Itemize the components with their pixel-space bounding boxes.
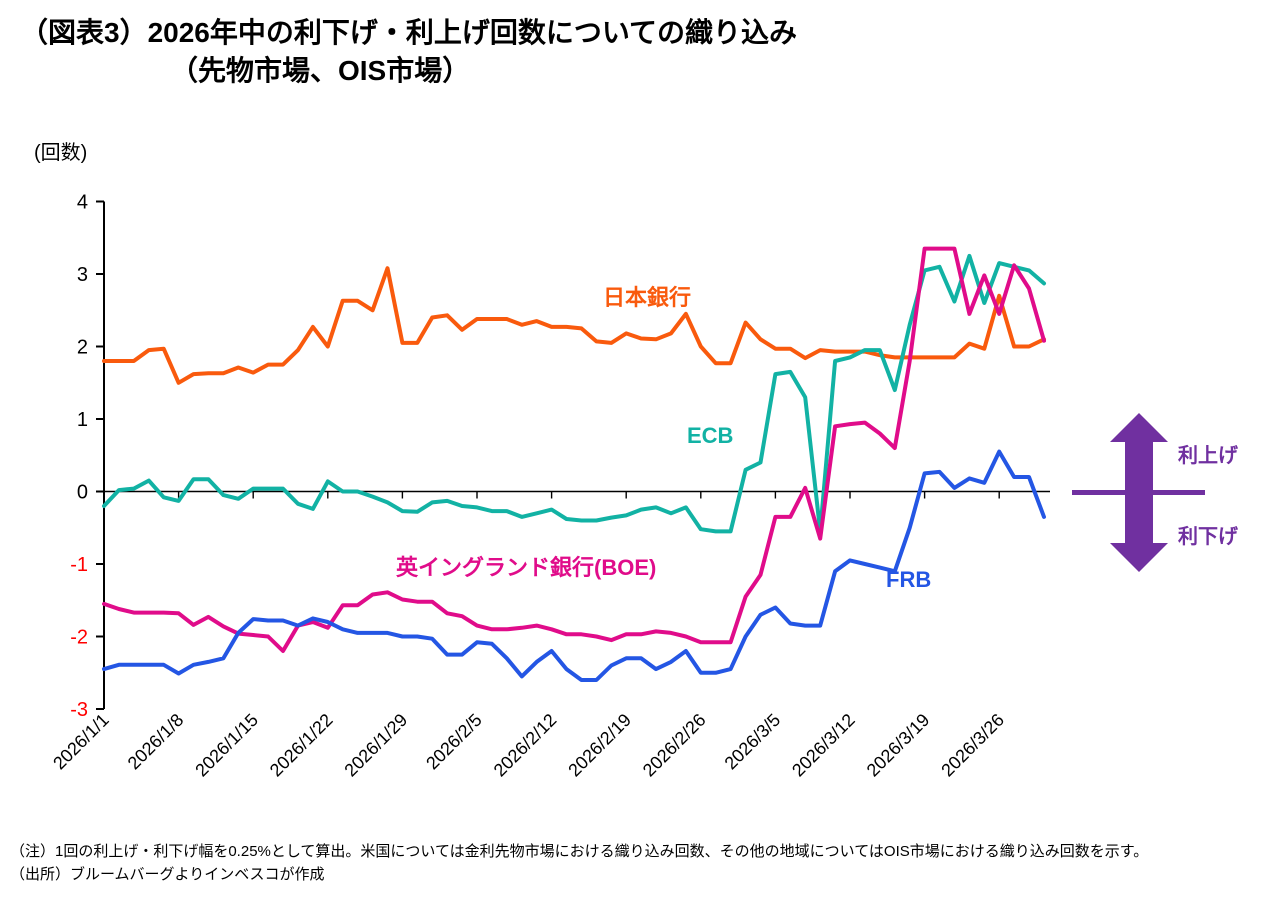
series-line-ecb bbox=[102, 253, 1046, 534]
x-axis-tick-label: 2026/3/19 bbox=[863, 710, 934, 781]
source-line: （出所）ブルームバーグよりインベスコが作成 bbox=[10, 866, 325, 883]
x-axis-tick-label: 2026/3/5 bbox=[721, 710, 785, 774]
y-axis-tick-label: 4 bbox=[77, 192, 88, 214]
x-axis-tick-label: 2026/3/12 bbox=[788, 710, 859, 781]
x-axis-tick-label: 2026/1/22 bbox=[266, 710, 337, 781]
series-label-boj: 日本銀行 bbox=[603, 285, 691, 310]
x-axis-tick-label: 2026/2/5 bbox=[422, 710, 486, 774]
y-axis-unit-label: (回数) bbox=[34, 142, 88, 164]
series-label-ecb: ECB bbox=[687, 423, 733, 448]
y-axis-tick-label: 3 bbox=[77, 264, 88, 286]
x-axis-tick-label: 2026/1/15 bbox=[191, 710, 262, 781]
series-line-frb bbox=[102, 449, 1046, 682]
chart-title-line2: （先物市場、OIS市場） bbox=[170, 55, 471, 86]
series-line-boj bbox=[102, 266, 1046, 385]
y-axis-tick-label: 0 bbox=[77, 482, 88, 504]
x-axis-tick-label: 2026/2/26 bbox=[639, 710, 710, 781]
series-line-boe bbox=[102, 246, 1046, 653]
up-down-arrow-icon bbox=[1110, 413, 1168, 572]
chart-title-line1: （図表3）2026年中の利下げ・利上げ回数についての織り込み bbox=[20, 17, 798, 48]
x-axis-tick-label: 2026/1/8 bbox=[124, 710, 188, 774]
note-line: （注）1回の利上げ・利下げ幅を0.25%として算出。米国については金利先物市場に… bbox=[10, 843, 1149, 860]
series-label-boe: 英イングランド銀行(BOE) bbox=[396, 555, 656, 580]
x-axis-tick-label: 2026/2/12 bbox=[490, 710, 561, 781]
y-axis-tick-label: 1 bbox=[77, 409, 88, 431]
footnotes: （注）1回の利上げ・利下げ幅を0.25%として算出。米国については金利先物市場に… bbox=[10, 840, 1276, 886]
y-axis-tick-label: -1 bbox=[70, 554, 88, 576]
x-axis-tick-label: 2026/1/29 bbox=[340, 710, 411, 781]
y-axis-tick-label: 2 bbox=[77, 337, 88, 359]
x-axis-tick-label: 2026/3/26 bbox=[937, 710, 1008, 781]
y-axis-tick-label: -2 bbox=[70, 627, 88, 649]
rate-cut-label: 利下げ bbox=[1178, 525, 1239, 548]
chart-title: （図表3）2026年中の利下げ・利上げ回数についての織り込み （先物市場、OIS… bbox=[20, 14, 797, 90]
series-label-frb: FRB bbox=[886, 567, 931, 592]
x-axis-tick-label: 2026/2/19 bbox=[564, 710, 635, 781]
y-axis-tick-label: -3 bbox=[70, 699, 88, 721]
rate-hike-label: 利上げ bbox=[1178, 444, 1239, 467]
